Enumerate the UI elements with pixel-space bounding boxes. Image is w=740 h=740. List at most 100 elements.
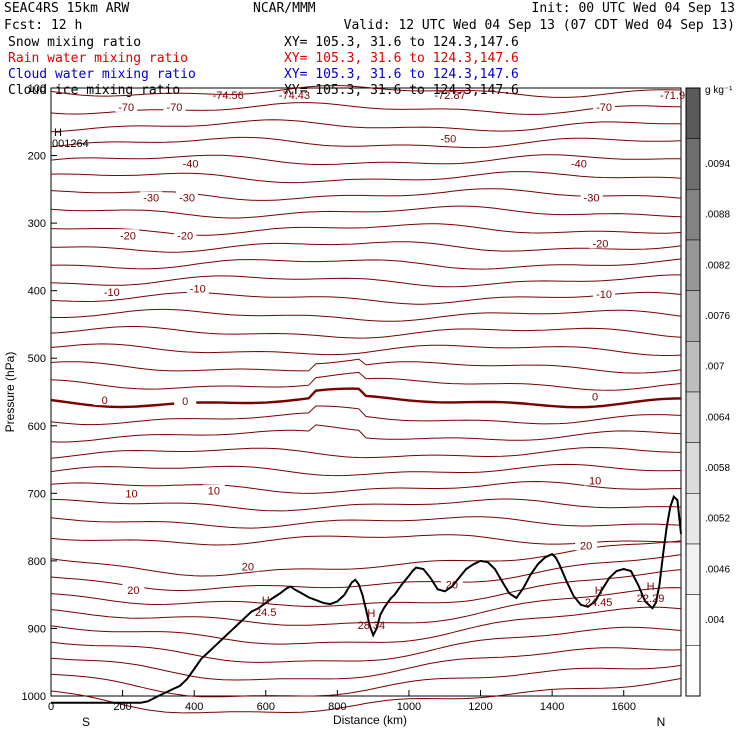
isotherm-line — [50, 102, 682, 115]
contour-label: -30 — [584, 192, 600, 204]
isotherm-line — [50, 540, 682, 577]
colorbar-segment — [685, 189, 701, 241]
x-tick-label: 400 — [185, 701, 203, 713]
y-tick-label: 500 — [28, 353, 46, 365]
x-tick-label: 200 — [113, 701, 131, 713]
isotherm-line — [50, 664, 682, 698]
contour-label-bg — [122, 583, 145, 595]
isotherm-line — [50, 498, 682, 512]
high-marker: H — [647, 581, 655, 593]
y-tick-label: 200 — [28, 151, 46, 163]
colorbar-segment — [685, 645, 701, 697]
contour-label: -70 — [596, 102, 612, 114]
isotherm-line — [50, 424, 682, 443]
contour-label-bg — [116, 229, 139, 241]
contour-label-bg — [593, 288, 616, 300]
x-axis-label: Distance (km) — [333, 713, 407, 727]
isotherm-line — [50, 569, 682, 607]
colorbar-tick-label: .0052 — [705, 514, 730, 525]
contour-label-bg — [176, 191, 199, 203]
x-tick-label: 1000 — [397, 701, 421, 713]
y-tick-label: 400 — [28, 286, 46, 298]
contour-label: 20 — [127, 585, 139, 597]
isotherm-line — [50, 480, 681, 494]
contour-label: -70 — [118, 102, 134, 114]
colorbar-tick-label: .0058 — [705, 463, 730, 474]
colorbar-segment — [685, 442, 701, 494]
contour-label: -10 — [596, 289, 612, 301]
contour-label: -40 — [571, 159, 587, 171]
contour-label-bg — [174, 229, 197, 241]
isotherm-line — [50, 371, 682, 391]
contour-label-bg — [186, 282, 209, 294]
isotherm-line — [50, 446, 682, 459]
colorbar-unit: g kg⁻¹ — [705, 85, 733, 96]
y-tick-label: 600 — [28, 421, 46, 433]
contour-label: -20 — [593, 238, 609, 250]
contour-label: 10 — [208, 486, 220, 498]
valid-time: Valid: 12 UTC Wed 04 Sep 13 (07 CDT Wed … — [344, 18, 735, 33]
y-tick-label: 100 — [28, 83, 46, 95]
terrain-line — [51, 494, 682, 704]
contour-label: -40 — [183, 159, 199, 171]
contour-label: -50 — [440, 134, 456, 146]
contour-label-bg — [437, 132, 460, 144]
contour-label: -10 — [104, 287, 120, 299]
south-end-label: S — [82, 715, 90, 729]
top-minimum-label: -74.56 — [213, 90, 244, 102]
y-tick-label: 800 — [28, 556, 46, 568]
field-xy: XY= 105.3, 31.6 to 124.3,147.6 — [284, 67, 519, 82]
colorbar-segment — [685, 543, 701, 595]
contour-label: 0 — [592, 392, 598, 404]
contour-label-bg — [140, 191, 163, 203]
x-tick-label: 0 — [48, 701, 54, 713]
high-value: 28.34 — [358, 620, 386, 632]
xy-range: XY= 105.3, 31.6 to 124.3,147.6 — [284, 35, 519, 50]
contour-label: -30 — [143, 192, 159, 204]
high-marker: H — [595, 585, 603, 597]
colorbar-tick-label: .0088 — [705, 210, 730, 221]
colorbar-segment — [685, 138, 701, 190]
corner-high-value: 001264 — [52, 138, 89, 150]
x-tick-label: 1600 — [611, 701, 635, 713]
isotherm-line — [50, 606, 682, 645]
contour-label-bg — [163, 100, 186, 112]
high-value: 24.45 — [585, 597, 613, 609]
contour-label: 0 — [182, 396, 188, 408]
isotherm-line — [50, 516, 682, 529]
colorbar-segment — [685, 290, 701, 342]
isotherm-line — [51, 308, 682, 322]
isotherm-line — [50, 326, 682, 339]
y-tick-label: 300 — [28, 218, 46, 230]
isotherm-line — [50, 205, 682, 219]
isotherm-line — [50, 626, 682, 663]
isotherm-line — [50, 343, 682, 357]
high-marker: H — [262, 595, 270, 607]
isotherm-line — [50, 274, 681, 288]
isotherm-line — [50, 258, 682, 270]
plot-frame — [50, 87, 682, 697]
isotherm-line — [50, 678, 682, 714]
colorbar-frame — [685, 87, 701, 697]
field-label: Cloud water mixing ratio — [8, 67, 196, 82]
top-minimum-label: -74.43 — [279, 90, 310, 102]
contour-label: -30 — [179, 192, 195, 204]
isotherm-line — [50, 358, 682, 374]
isotherm-line — [50, 463, 682, 477]
field-label: Snow mixing ratio — [8, 35, 141, 50]
isotherm-line — [50, 387, 682, 409]
contour-label: -70 — [167, 102, 183, 114]
colorbar-tick-label: .0094 — [705, 159, 730, 170]
contour-label-bg — [93, 394, 116, 406]
colorbar-segment — [685, 341, 701, 393]
field-label: Rain water mixing ratio — [8, 51, 188, 66]
isotherm-line — [50, 241, 682, 253]
x-tick-label: 600 — [257, 701, 275, 713]
isotherm-line — [50, 405, 682, 426]
contour-label-bg — [589, 237, 612, 249]
field-xy: XY= 105.3, 31.6 to 124.3,147.6 — [284, 51, 519, 66]
colorbar-tick-label: .004 — [705, 615, 725, 626]
colorbar-segment — [685, 87, 701, 139]
